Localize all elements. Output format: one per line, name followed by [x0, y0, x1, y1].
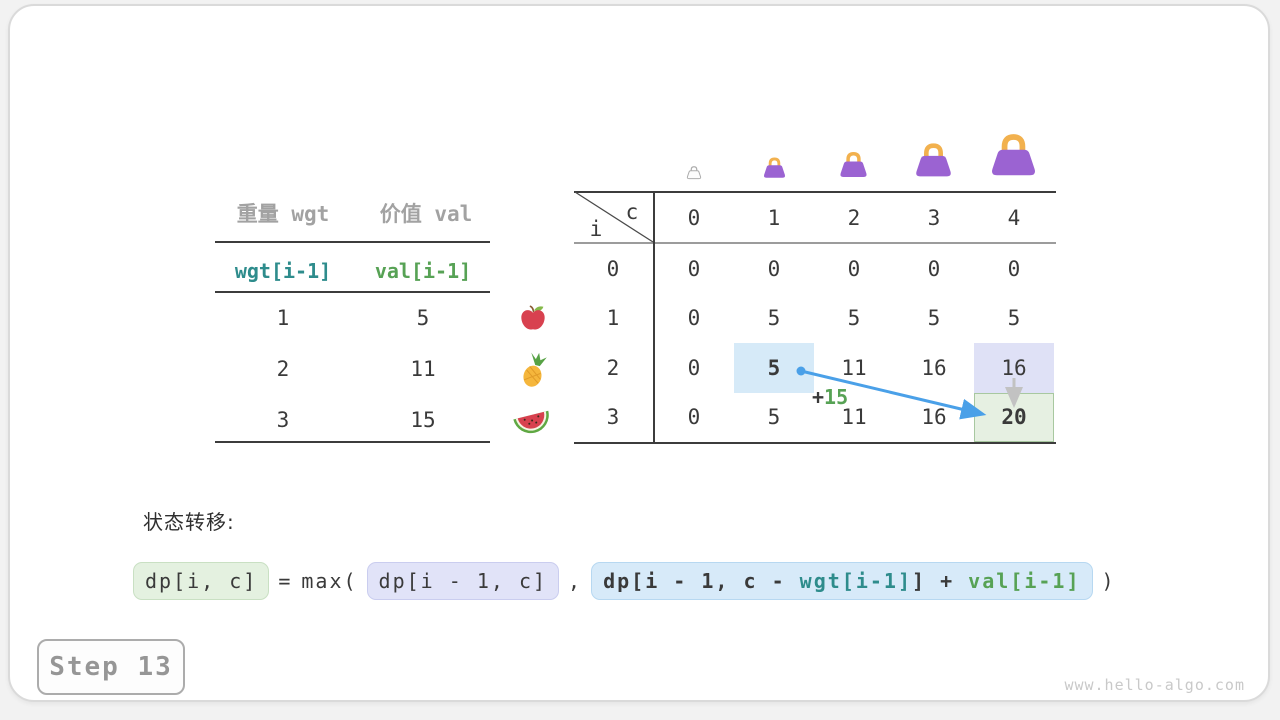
dp-row-header-2: 2 [606, 355, 620, 380]
item-value-r1: 5 [416, 306, 430, 330]
dp-cell-r3-c3: 16 [921, 405, 947, 430]
dp-row-header-1: 1 [606, 306, 620, 331]
value-header: 价值 val [379, 202, 473, 226]
item-weight-r1: 1 [276, 306, 290, 330]
row-var-label: i [589, 217, 603, 241]
bag-icon-capacity-2 [840, 152, 867, 178]
dp-cell-r2-c1: 5 [734, 343, 814, 393]
dp-cell-r0-c1: 0 [767, 256, 781, 281]
close-paren: ) [1101, 569, 1116, 593]
dp-cell-r1-c2: 5 [847, 306, 861, 331]
arg2-wgt-term: wgt[i-1] [799, 569, 912, 593]
weight-formula-label: wgt[i-1] [234, 259, 332, 283]
formula-arg2-pill: dp[i - 1, c - wgt[i-1]] + val[i-1] [591, 562, 1093, 600]
dp-col-header-4: 4 [1007, 206, 1021, 230]
weight-header: 重量 wgt [236, 202, 330, 226]
dp-cell-r3-c0: 0 [687, 405, 701, 430]
equals-sign: = [278, 569, 293, 593]
plus-value-label: +15 [812, 385, 848, 409]
dp-row-header-3: 3 [606, 405, 620, 430]
arg2-mid: ] + [912, 569, 969, 593]
max-open: max( [301, 569, 358, 593]
dp-table-vertical-rule [653, 191, 655, 444]
apple-icon [521, 305, 545, 330]
dp-cell-r0-c2: 0 [847, 256, 861, 281]
transition-formula: dp[i, c] = max( dp[i - 1, c] , dp[i - 1,… [133, 561, 1116, 601]
formula-lhs-pill: dp[i, c] [133, 562, 270, 600]
dp-table-rule-bottom [574, 442, 1056, 444]
step-badge: Step 13 [37, 639, 185, 695]
dp-cell-r0-c3: 0 [927, 256, 941, 281]
empty-bag-icon [686, 166, 702, 180]
dp-cell-r2-c4: 16 [974, 343, 1054, 393]
item-weight-r2: 2 [276, 357, 290, 381]
item-table-rule-mid [215, 291, 490, 293]
item-table-rule-bottom [215, 441, 490, 443]
watermelon-icon [513, 410, 549, 434]
dp-col-header-1: 1 [767, 206, 781, 230]
bag-icon-capacity-1 [763, 157, 786, 178]
dp-cell-r3-c4: 20 [974, 392, 1054, 442]
transition-label: 状态转移: [143, 510, 235, 534]
corner-diagonal [574, 191, 654, 243]
dp-cell-r3-c1: 5 [767, 405, 781, 430]
item-value-r3: 15 [410, 408, 436, 432]
dp-col-header-0: 0 [687, 206, 701, 230]
comma: , [568, 569, 583, 593]
dp-col-header-3: 3 [927, 206, 941, 230]
item-weight-r3: 3 [276, 408, 290, 432]
plus-sign: + [812, 385, 825, 409]
value-formula-label: val[i-1] [374, 259, 472, 283]
pineapple-icon [523, 352, 547, 387]
bag-icon-capacity-4 [992, 134, 1035, 176]
arg2-prefix: dp[i - 1, c - [603, 569, 800, 593]
dp-cell-r0-c0: 0 [687, 256, 701, 281]
dp-row-header-0: 0 [606, 256, 620, 281]
col-var-label: c [625, 200, 639, 224]
dp-col-header-2: 2 [847, 206, 861, 230]
plus-value: 15 [824, 385, 849, 409]
arg2-val-term: val[i-1] [968, 569, 1081, 593]
dp-cell-r1-c3: 5 [927, 306, 941, 331]
formula-arg1-pill: dp[i - 1, c] [366, 562, 560, 600]
dp-cell-r2-c0: 0 [687, 355, 701, 380]
dp-cell-r0-c4: 0 [1007, 256, 1021, 281]
bag-icon-capacity-3 [916, 143, 951, 177]
dp-table-rule-top [574, 191, 1056, 193]
website-watermark: www.hello-algo.com [1064, 676, 1245, 694]
dp-cell-r2-c3: 16 [921, 355, 947, 380]
dp-table-rule-header [574, 242, 1056, 244]
dp-cell-r1-c4: 5 [1007, 306, 1021, 331]
dp-cell-r1-c0: 0 [687, 306, 701, 331]
item-table-rule-top [215, 241, 490, 243]
item-value-r2: 11 [410, 357, 436, 381]
dp-cell-r1-c1: 5 [767, 306, 781, 331]
